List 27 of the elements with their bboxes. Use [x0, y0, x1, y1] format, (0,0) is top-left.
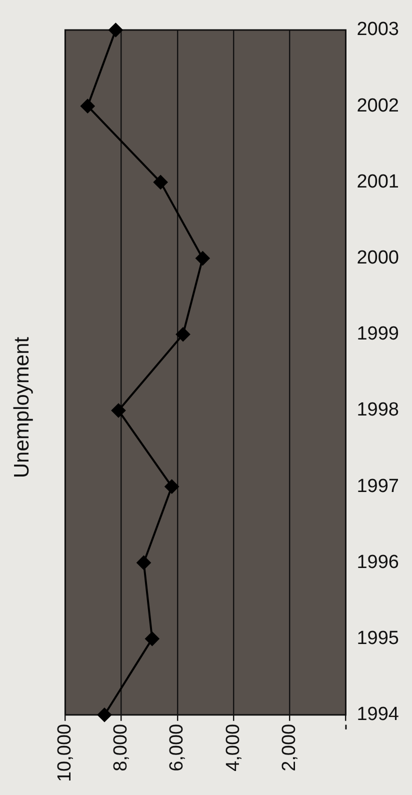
y-tick-label: 1995 — [356, 628, 400, 650]
point — [145, 632, 160, 646]
x-tick-label: 4,000 — [222, 724, 244, 772]
point — [154, 175, 168, 190]
point — [108, 23, 123, 37]
y-tick-label: 1996 — [356, 552, 400, 573]
point — [97, 708, 112, 722]
x-tick-label: - — [334, 724, 356, 730]
x-tick-label: 2,000 — [278, 724, 300, 772]
y-tick-label: 1998 — [356, 400, 400, 421]
x-tick-label: 8,000 — [110, 724, 132, 772]
point — [176, 327, 190, 342]
y-tick-label: 1994 — [356, 704, 400, 726]
point — [112, 403, 126, 418]
x-tick-label: 6,000 — [166, 724, 188, 772]
x-tick-label: 10,000 — [54, 724, 76, 782]
y-tick-label: 2002 — [356, 95, 400, 116]
point — [136, 556, 151, 570]
y-tick-label: 1999 — [356, 324, 400, 345]
point — [80, 99, 95, 114]
point — [164, 480, 179, 494]
y-tick-label: 2003 — [356, 19, 400, 40]
y-tick-label: 2001 — [356, 171, 400, 192]
y-tick-label: 1997 — [356, 476, 400, 497]
point — [196, 251, 210, 266]
text: Unemployment — [10, 336, 34, 478]
y-tick-label: 2000 — [356, 248, 400, 269]
